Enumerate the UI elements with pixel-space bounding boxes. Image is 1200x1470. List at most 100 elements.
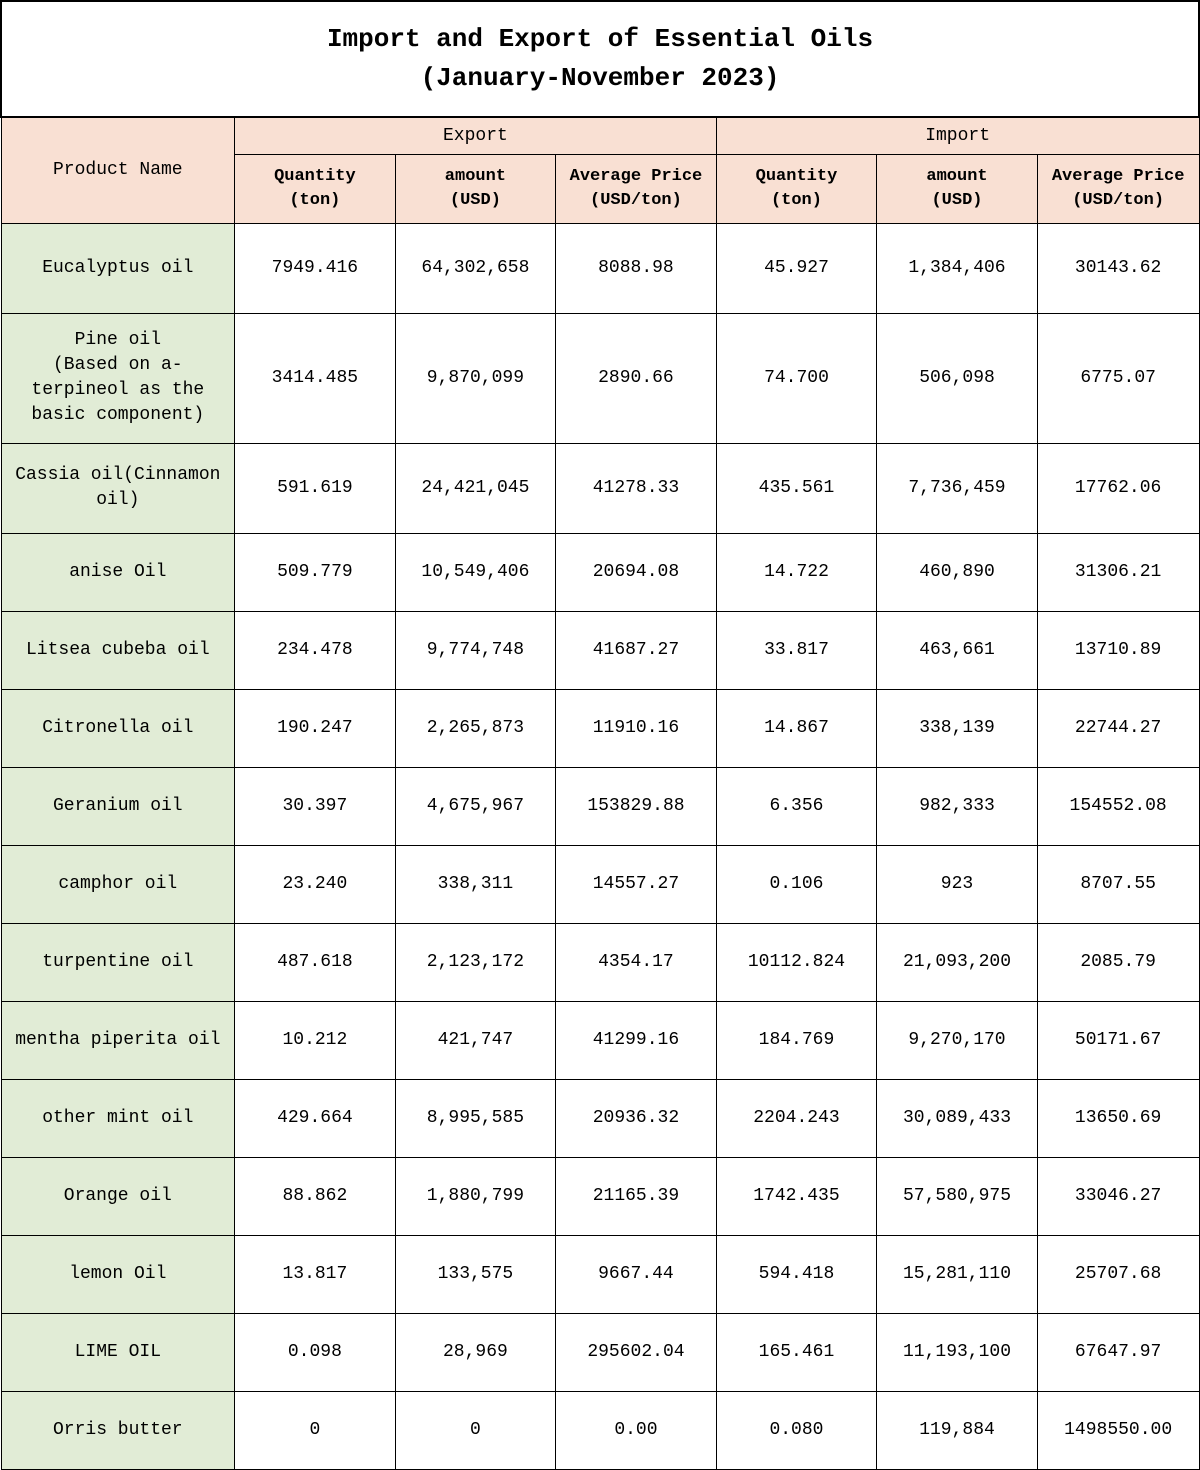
data-cell: 15,281,110 [877, 1235, 1038, 1313]
data-cell: 338,139 [877, 689, 1038, 767]
data-cell: 509.779 [235, 533, 396, 611]
data-cell: 7949.416 [235, 223, 396, 313]
data-cell: 594.418 [716, 1235, 877, 1313]
data-cell: 13710.89 [1037, 611, 1199, 689]
table-row: lemon Oil13.817133,5759667.44594.41815,2… [1, 1235, 1199, 1313]
data-cell: 25707.68 [1037, 1235, 1199, 1313]
data-cell: 982,333 [877, 767, 1038, 845]
header-import-avg: Average Price(USD/ton) [1037, 155, 1199, 224]
data-cell: 487.618 [235, 923, 396, 1001]
title-line2: (January-November 2023) [421, 63, 780, 93]
data-cell: 64,302,658 [395, 223, 556, 313]
data-cell: 435.561 [716, 443, 877, 533]
data-cell: 33.817 [716, 611, 877, 689]
data-cell: 20694.08 [556, 533, 717, 611]
header-export-avg: Average Price(USD/ton) [556, 155, 717, 224]
data-cell: 28,969 [395, 1313, 556, 1391]
data-cell: 9667.44 [556, 1235, 717, 1313]
data-cell: 1,880,799 [395, 1157, 556, 1235]
product-name-cell: Cassia oil(Cinnamon oil) [1, 443, 235, 533]
data-cell: 338,311 [395, 845, 556, 923]
header-import: Import [716, 117, 1199, 155]
data-cell: 295602.04 [556, 1313, 717, 1391]
data-cell: 133,575 [395, 1235, 556, 1313]
essential-oils-table: Import and Export of Essential Oils (Jan… [0, 0, 1200, 1470]
data-cell: 0.00 [556, 1391, 717, 1469]
data-cell: 421,747 [395, 1001, 556, 1079]
data-cell: 10112.824 [716, 923, 877, 1001]
data-cell: 13650.69 [1037, 1079, 1199, 1157]
data-cell: 20936.32 [556, 1079, 717, 1157]
data-cell: 6.356 [716, 767, 877, 845]
data-cell: 2204.243 [716, 1079, 877, 1157]
data-cell: 4,675,967 [395, 767, 556, 845]
header-export-qty: Quantity(ton) [235, 155, 396, 224]
data-cell: 190.247 [235, 689, 396, 767]
data-cell: 8,995,585 [395, 1079, 556, 1157]
data-cell: 0.080 [716, 1391, 877, 1469]
table-row: Geranium oil30.3974,675,967153829.886.35… [1, 767, 1199, 845]
data-cell: 45.927 [716, 223, 877, 313]
product-name-cell: Orange oil [1, 1157, 235, 1235]
data-cell: 506,098 [877, 313, 1038, 443]
data-cell: 165.461 [716, 1313, 877, 1391]
product-name-cell: turpentine oil [1, 923, 235, 1001]
data-cell: 3414.485 [235, 313, 396, 443]
data-cell: 31306.21 [1037, 533, 1199, 611]
data-cell: 14.722 [716, 533, 877, 611]
data-cell: 1498550.00 [1037, 1391, 1199, 1469]
data-cell: 74.700 [716, 313, 877, 443]
data-cell: 184.769 [716, 1001, 877, 1079]
product-name-cell: anise Oil [1, 533, 235, 611]
data-cell: 10,549,406 [395, 533, 556, 611]
data-cell: 30.397 [235, 767, 396, 845]
data-cell: 1742.435 [716, 1157, 877, 1235]
data-cell: 6775.07 [1037, 313, 1199, 443]
data-cell: 7,736,459 [877, 443, 1038, 533]
data-cell: 21,093,200 [877, 923, 1038, 1001]
header-export: Export [235, 117, 717, 155]
data-cell: 0 [235, 1391, 396, 1469]
data-cell: 0.098 [235, 1313, 396, 1391]
data-cell: 17762.06 [1037, 443, 1199, 533]
data-cell: 1,384,406 [877, 223, 1038, 313]
data-cell: 14.867 [716, 689, 877, 767]
data-cell: 460,890 [877, 533, 1038, 611]
table-row: anise Oil509.77910,549,40620694.0814.722… [1, 533, 1199, 611]
header-product: Product Name [1, 117, 235, 223]
product-name-cell: Litsea cubeba oil [1, 611, 235, 689]
product-name-cell: Pine oil(Based on a-terpineol as the bas… [1, 313, 235, 443]
data-cell: 41278.33 [556, 443, 717, 533]
data-cell: 463,661 [877, 611, 1038, 689]
table-row: Eucalyptus oil7949.41664,302,6588088.984… [1, 223, 1199, 313]
data-cell: 57,580,975 [877, 1157, 1038, 1235]
data-cell: 14557.27 [556, 845, 717, 923]
data-cell: 0.106 [716, 845, 877, 923]
data-cell: 591.619 [235, 443, 396, 533]
table-row: mentha piperita oil10.212421,74741299.16… [1, 1001, 1199, 1079]
table-row: Litsea cubeba oil234.4789,774,74841687.2… [1, 611, 1199, 689]
title-line1: Import and Export of Essential Oils [327, 24, 873, 54]
data-cell: 67647.97 [1037, 1313, 1199, 1391]
data-cell: 9,870,099 [395, 313, 556, 443]
table-row: other mint oil429.6648,995,58520936.3222… [1, 1079, 1199, 1157]
product-name-cell: Orris butter [1, 1391, 235, 1469]
data-cell: 2,265,873 [395, 689, 556, 767]
data-cell: 234.478 [235, 611, 396, 689]
data-cell: 11,193,100 [877, 1313, 1038, 1391]
data-cell: 50171.67 [1037, 1001, 1199, 1079]
product-name-cell: lemon Oil [1, 1235, 235, 1313]
data-cell: 2085.79 [1037, 923, 1199, 1001]
table-row: Orange oil88.8621,880,79921165.391742.43… [1, 1157, 1199, 1235]
data-cell: 30,089,433 [877, 1079, 1038, 1157]
data-cell: 119,884 [877, 1391, 1038, 1469]
product-name-cell: other mint oil [1, 1079, 235, 1157]
table-row: turpentine oil487.6182,123,1724354.17101… [1, 923, 1199, 1001]
data-cell: 11910.16 [556, 689, 717, 767]
header-export-amt: amount(USD) [395, 155, 556, 224]
data-cell: 0 [395, 1391, 556, 1469]
data-cell: 13.817 [235, 1235, 396, 1313]
data-cell: 2,123,172 [395, 923, 556, 1001]
data-cell: 8088.98 [556, 223, 717, 313]
data-cell: 21165.39 [556, 1157, 717, 1235]
